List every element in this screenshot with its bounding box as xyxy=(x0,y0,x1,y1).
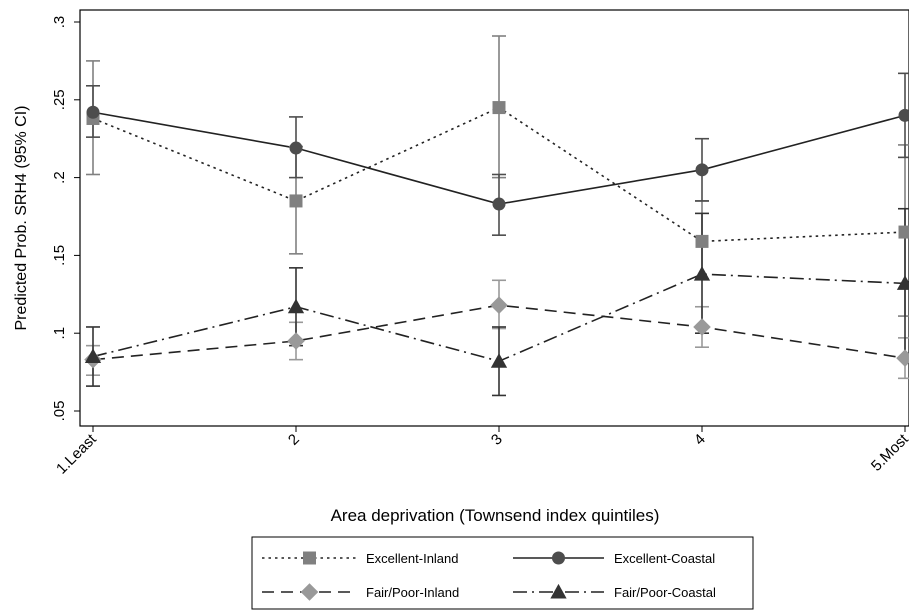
data-point xyxy=(287,298,305,314)
data-point xyxy=(303,551,316,565)
y-tick-label: .2 xyxy=(51,171,68,184)
legend-item: Excellent-Coastal xyxy=(513,551,715,566)
data-point xyxy=(693,265,711,281)
data-point xyxy=(898,225,909,239)
legend-item: Fair/Poor-Inland xyxy=(262,583,459,601)
x-tick-label: 2 xyxy=(285,431,303,449)
legend-label: Fair/Poor-Inland xyxy=(366,585,459,600)
data-point xyxy=(695,234,709,248)
y-axis-label: Predicted Prob. SRH4 (95% CI) xyxy=(13,106,30,331)
data-point xyxy=(492,101,506,115)
legend: Excellent-Inland Excellent-Coastal Fair/Po… xyxy=(251,536,754,610)
x-tick-label: 3 xyxy=(488,431,506,449)
data-point xyxy=(289,194,303,208)
x-axis-label: Area deprivation (Townsend index quintil… xyxy=(331,506,660,525)
data-point xyxy=(492,197,506,211)
legend-label: Fair/Poor-Coastal xyxy=(614,585,716,600)
data-point xyxy=(896,349,909,367)
data-point xyxy=(552,551,565,565)
legend-item: Excellent-Inland xyxy=(262,551,459,566)
x-tick-label: 1.Least xyxy=(53,430,100,477)
data-point xyxy=(490,353,508,368)
data-point xyxy=(695,163,709,177)
legend-label: Excellent-Coastal xyxy=(614,551,715,566)
y-tick-label: .1 xyxy=(51,327,68,340)
x-tick-label: 4 xyxy=(691,431,709,449)
legend-box xyxy=(251,536,754,610)
y-tick-label: .15 xyxy=(51,245,68,266)
data-point xyxy=(300,583,319,601)
data-point xyxy=(550,583,567,599)
x-tick-label: 5.Most xyxy=(868,430,909,474)
data-point xyxy=(287,332,305,350)
data-point xyxy=(84,348,102,364)
y-axis: .05 .1 .15 .2 .25 .3 xyxy=(51,16,80,422)
legend-item: Fair/Poor-Coastal xyxy=(513,583,716,600)
y-tick-label: .05 xyxy=(51,401,68,422)
y-tick-label: .25 xyxy=(51,89,68,110)
data-point xyxy=(693,318,711,336)
data-point xyxy=(490,296,508,314)
data-point xyxy=(86,105,100,119)
x-axis: 1.Least 2 3 4 5.Most xyxy=(53,426,909,478)
data-point xyxy=(896,275,909,290)
plot-area xyxy=(79,9,909,427)
data-point xyxy=(289,141,303,155)
y-tick-label: .3 xyxy=(51,16,68,29)
legend-label: Excellent-Inland xyxy=(366,551,459,566)
series-markers xyxy=(84,101,909,369)
data-point xyxy=(898,108,909,122)
